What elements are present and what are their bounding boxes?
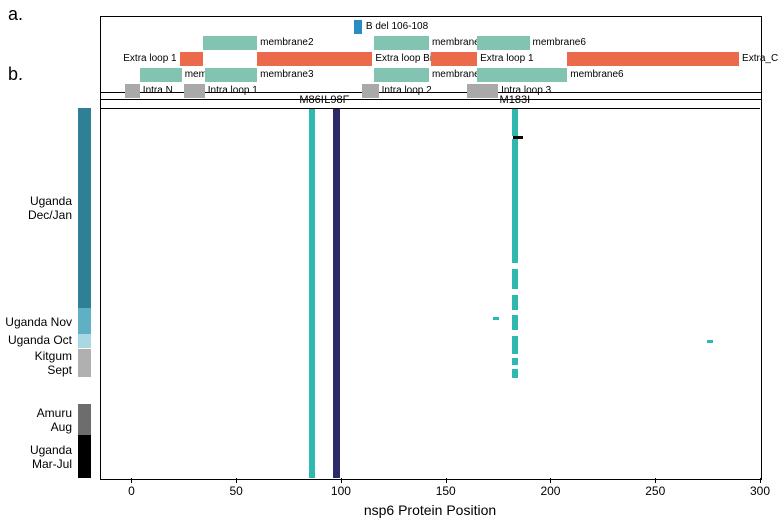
domain-rect [467, 84, 498, 98]
mutation-band [512, 336, 518, 355]
mutation-label: M183I [500, 94, 531, 106]
domain-label: Intra loop 1 [208, 85, 258, 96]
x-tick-label: 250 [645, 484, 665, 498]
group-bar [78, 308, 91, 334]
mutation-band [309, 108, 315, 478]
marker [513, 136, 523, 139]
domain-rect [431, 52, 477, 66]
domain-rect [362, 84, 379, 98]
group-label: Mar-Jul [32, 457, 72, 471]
domain-label: membrane3 [260, 69, 313, 80]
domain-rect [354, 20, 362, 34]
mutation-band [333, 108, 340, 478]
group-label: Sept [47, 363, 72, 377]
x-tick-label: 100 [331, 484, 351, 498]
group-bar [78, 334, 91, 349]
mutation-band [512, 139, 518, 263]
group-label: Amuru [37, 406, 72, 420]
domain-rect [567, 52, 739, 66]
mutation-band [512, 269, 518, 289]
mutation-band [512, 108, 518, 136]
mutation-label: L98F [324, 94, 349, 106]
group-bar [78, 435, 91, 478]
group-label: Dec/Jan [28, 208, 72, 222]
domain-label: Extra loop 1 [480, 53, 533, 64]
mutation-label: M86I [299, 94, 323, 106]
mutation-band [512, 295, 518, 310]
domain-rect [125, 84, 140, 98]
domain-rect [184, 84, 205, 98]
group-bar [78, 404, 91, 435]
group-label: Uganda [30, 443, 72, 457]
group-label: Uganda Oct [8, 333, 72, 347]
group-bar [78, 108, 91, 308]
mutation-band [512, 369, 518, 378]
domain-rect [374, 36, 428, 50]
x-tick [131, 478, 132, 483]
domain-rect [257, 52, 372, 66]
x-tick [550, 478, 551, 483]
x-tick [446, 478, 447, 483]
domain-rect [180, 52, 203, 66]
domain-label: Intra loop 2 [382, 85, 432, 96]
x-tick-label: 150 [436, 484, 456, 498]
domain-rect [205, 68, 257, 82]
x-tick-label: 300 [750, 484, 770, 498]
group-label: Uganda Nov [5, 315, 72, 329]
group-label: Uganda [30, 194, 72, 208]
x-tick [760, 478, 761, 483]
domain-label: Extra loop 1 [123, 53, 176, 64]
x-tick-label: 200 [540, 484, 560, 498]
marker [493, 317, 499, 320]
domain-rect [374, 68, 428, 82]
panel-b-label: b. [8, 64, 23, 85]
marker [707, 340, 713, 343]
domain-label: Intra N [143, 85, 173, 96]
x-tick [236, 478, 237, 483]
mutation-band [512, 358, 518, 365]
x-axis-label: nsp6 Protein Position [364, 502, 496, 518]
x-tick [655, 478, 656, 483]
group-bar [78, 349, 91, 377]
x-tick [341, 478, 342, 483]
domain-rect [203, 36, 257, 50]
group-label: Aug [51, 420, 72, 434]
group-label: Kitgum [35, 349, 72, 363]
domain-label: Extra_C [742, 53, 778, 64]
mutation-band [512, 315, 518, 330]
x-tick-label: 0 [128, 484, 135, 498]
x-tick-label: 50 [230, 484, 243, 498]
domain-rect [140, 68, 182, 82]
domain-rect [477, 68, 567, 82]
domain-label: B del 106-108 [366, 21, 428, 32]
domain-label: Extra loop Big [375, 53, 437, 64]
tag-band-divider [100, 108, 760, 109]
domain-label: membrane6 [533, 37, 586, 48]
domain-label: membrane6 [570, 69, 623, 80]
panel-b-frame [100, 92, 762, 480]
domain-rect [477, 36, 529, 50]
panel-a-label: a. [8, 4, 23, 25]
domain-label: membrane2 [260, 37, 313, 48]
